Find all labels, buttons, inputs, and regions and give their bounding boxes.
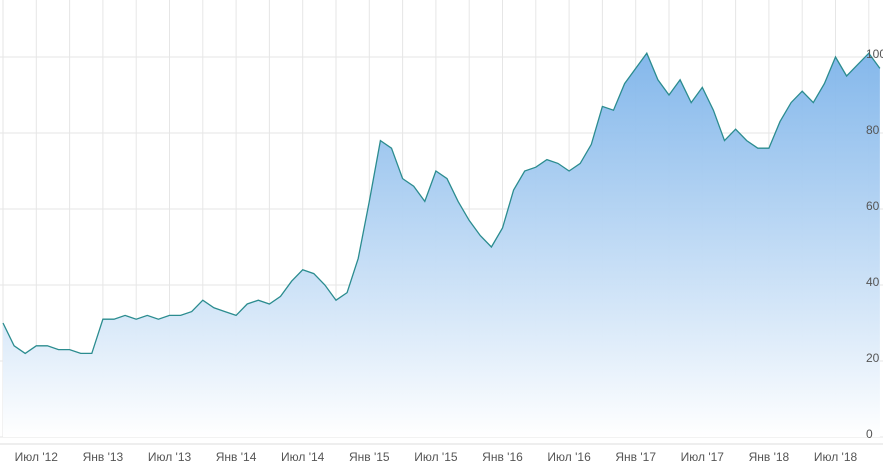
x-tick-label: Янв '13 xyxy=(83,450,124,464)
y-tick-label: 20 xyxy=(866,351,880,365)
y-tick-label: 0 xyxy=(866,427,873,441)
x-tick-label: Янв '15 xyxy=(349,450,390,464)
x-tick-label: Янв '14 xyxy=(216,450,257,464)
x-tick-label: Июл '15 xyxy=(414,450,458,464)
y-tick-label: 40 xyxy=(866,275,880,289)
y-tick-label: 80 xyxy=(866,123,880,137)
y-tick-label: 60 xyxy=(866,199,880,213)
x-tick-label: Июл '17 xyxy=(681,450,725,464)
x-tick-label: Янв '18 xyxy=(749,450,790,464)
x-tick-label: Июл '13 xyxy=(148,450,192,464)
x-tick-label: Янв '17 xyxy=(615,450,656,464)
x-tick-label: Июл '14 xyxy=(281,450,325,464)
x-tick-label: Июл '16 xyxy=(547,450,591,464)
line xyxy=(2,51,881,355)
y-tick-label: 100 xyxy=(866,47,883,61)
x-tick-label: Июл '12 xyxy=(15,450,59,464)
area xyxy=(3,53,880,437)
x-tick-label: Янв '16 xyxy=(482,450,523,464)
x-tick-label: Июл '18 xyxy=(814,450,858,464)
